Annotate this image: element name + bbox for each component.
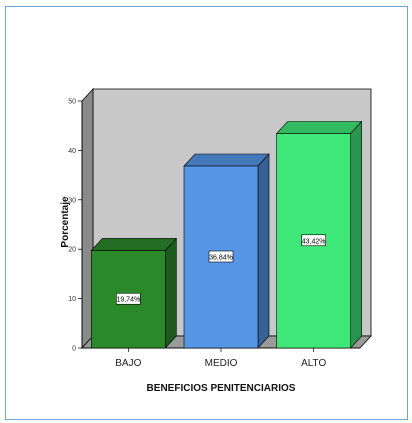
chart-frame: 0 10 20 30 40 50 19,74% BAJO 36,84% MEDIO 43,42% AL… (5, 6, 408, 420)
y-tick-label: 50 (68, 99, 76, 106)
y-axis-title: Porcentaje (60, 196, 71, 248)
y-tick-label: 10 (68, 296, 76, 303)
bar-top-alto (275, 121, 363, 134)
bar-side-alto (350, 120, 362, 349)
bar-top-bajo (90, 238, 178, 251)
y-tick-label: 0 (72, 346, 76, 353)
x-axis-title: BENEFICIOS PENITENCIARIOS (147, 383, 296, 394)
data-label-box (116, 292, 141, 305)
bar-chart: 0 10 20 30 40 50 19,74% BAJO 36,84% MEDIO 43,42% AL… (60, 87, 372, 394)
bar-top-medio (183, 153, 270, 167)
y-tick-label: 20 (68, 247, 76, 254)
data-label: 43,42% (302, 238, 326, 245)
data-label-box (301, 234, 326, 247)
bar-side-bajo (165, 237, 177, 349)
x-tick-label: MEDIO (205, 358, 238, 369)
bar-side-medio (257, 153, 270, 349)
data-label: 36,84% (209, 255, 233, 262)
x-tick-label: ALTO (301, 358, 326, 369)
data-label-box (208, 250, 234, 263)
x-tick-label: BAJO (115, 358, 141, 369)
y-tick-label: 30 (68, 197, 76, 204)
y-tick-label: 40 (68, 148, 76, 155)
data-label: 19,74% (116, 297, 140, 304)
